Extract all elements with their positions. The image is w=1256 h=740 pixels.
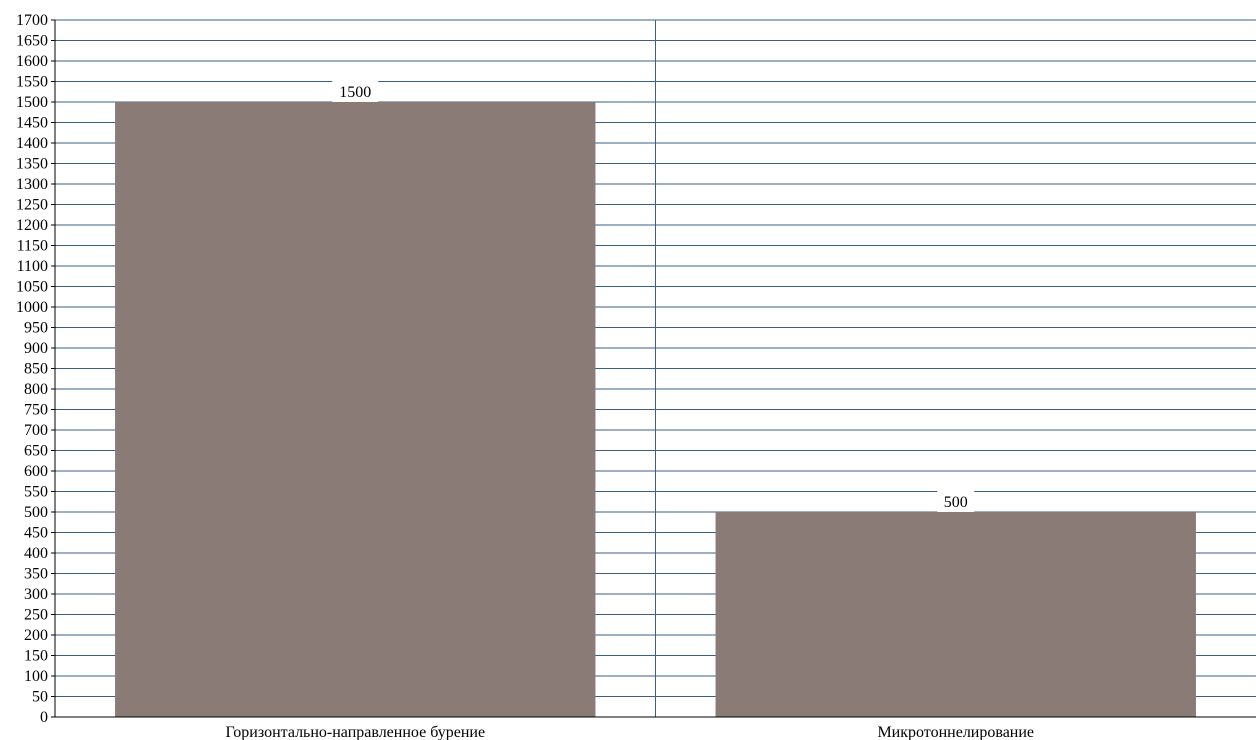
y-axis-ticks: 0 50 100 150 200 250 300 350 400 450 500 550 600 650 7… bbox=[16, 12, 55, 726]
y-tick-label-1600: 1600 bbox=[16, 53, 48, 70]
y-tick-label-1150: 1150 bbox=[17, 238, 48, 255]
y-tick-label-1450: 1450 bbox=[16, 115, 48, 132]
y-tick-label-300: 300 bbox=[24, 586, 48, 603]
data-labels: 1500 500 bbox=[332, 80, 975, 512]
y-tick-label-150: 150 bbox=[24, 648, 48, 665]
y-tick-label-1550: 1550 bbox=[16, 74, 48, 91]
y-tick-label-850: 850 bbox=[24, 361, 48, 378]
bar-2 bbox=[715, 512, 1196, 717]
y-tick-label-500: 500 bbox=[24, 504, 48, 521]
y-tick-label-1700: 1700 bbox=[16, 12, 48, 29]
y-tick-label-1050: 1050 bbox=[16, 279, 48, 296]
y-tick-label-100: 100 bbox=[24, 668, 48, 685]
y-tick-label-1250: 1250 bbox=[16, 197, 48, 214]
y-tick-label-1350: 1350 bbox=[16, 156, 48, 173]
data-label-1: 1500 bbox=[339, 84, 371, 101]
y-tick-label-400: 400 bbox=[24, 545, 48, 562]
bar-1 bbox=[115, 102, 596, 717]
y-tick-label-1300: 1300 bbox=[16, 176, 48, 193]
y-tick-label-1000: 1000 bbox=[16, 299, 48, 316]
y-tick-label-650: 650 bbox=[24, 443, 48, 460]
y-tick-label-50: 50 bbox=[32, 689, 48, 706]
data-label-background-1 bbox=[332, 80, 379, 102]
y-tick-label-0: 0 bbox=[40, 709, 48, 726]
data-label-background-2 bbox=[937, 490, 975, 512]
y-tick-label-1100: 1100 bbox=[17, 258, 48, 275]
y-tick-label-350: 350 bbox=[24, 566, 48, 583]
y-tick-label-700: 700 bbox=[24, 422, 48, 439]
data-label-2: 500 bbox=[944, 494, 968, 511]
bars bbox=[115, 102, 1196, 717]
y-tick-label-1500: 1500 bbox=[16, 94, 48, 111]
y-tick-label-550: 550 bbox=[24, 484, 48, 501]
y-tick-label-1400: 1400 bbox=[16, 135, 48, 152]
y-tick-label-1200: 1200 bbox=[16, 217, 48, 234]
category-label-2: Микротоннелирование bbox=[877, 724, 1034, 740]
y-tick-label-250: 250 bbox=[24, 607, 48, 624]
y-tick-label-750: 750 bbox=[24, 402, 48, 419]
y-tick-label-200: 200 bbox=[24, 627, 48, 644]
y-tick-label-800: 800 bbox=[24, 381, 48, 398]
y-tick-label-450: 450 bbox=[24, 525, 48, 542]
y-tick-label-950: 950 bbox=[24, 320, 48, 337]
y-tick-label-1650: 1650 bbox=[16, 33, 48, 50]
category-label-1: Горизонтально-направленное бурение bbox=[225, 724, 485, 740]
y-tick-label-900: 900 bbox=[24, 340, 48, 357]
x-axis-categories: Горизонтально-направленное бурение Микрот… bbox=[225, 724, 1034, 740]
y-tick-label-600: 600 bbox=[24, 463, 48, 480]
